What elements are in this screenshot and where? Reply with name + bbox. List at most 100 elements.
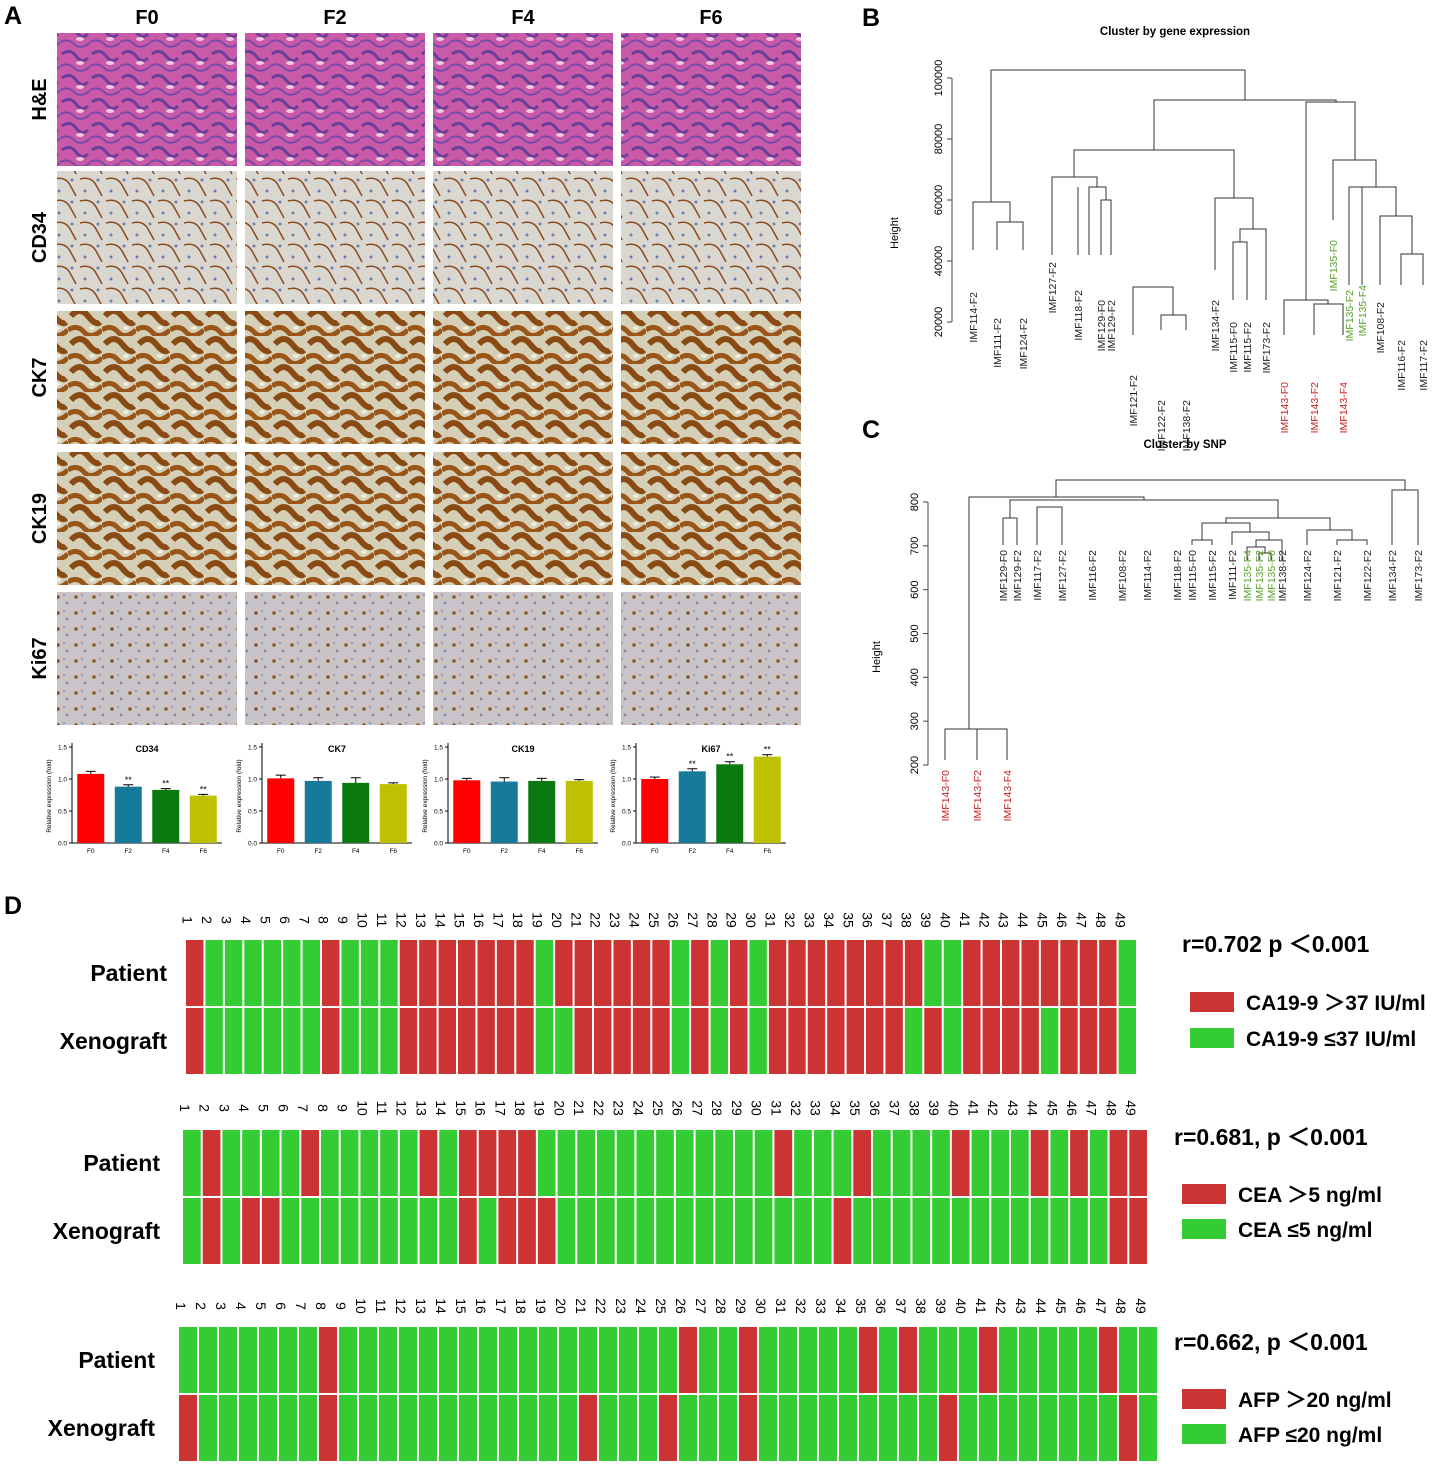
column-number: 1 xyxy=(173,1302,189,1310)
bar-F6 xyxy=(189,795,217,843)
column-number: 44 xyxy=(1033,1298,1049,1314)
xenograft-cell xyxy=(202,1198,221,1264)
y-tick-label: 800 xyxy=(909,493,921,511)
xenograft-cell xyxy=(199,1395,217,1461)
column-number: 45 xyxy=(1035,912,1051,928)
xenograft-cell xyxy=(1070,1198,1088,1264)
patient-cell xyxy=(1021,940,1039,1006)
xenograft-cell xyxy=(794,1198,812,1264)
column-number: 28 xyxy=(713,1298,729,1314)
patient-cell xyxy=(1059,1327,1077,1393)
patient-cell xyxy=(999,1327,1017,1393)
dendrogram-branch xyxy=(944,728,978,760)
patient-cell xyxy=(759,1327,777,1393)
y-tick-label: 600 xyxy=(909,580,921,598)
xenograft-cell xyxy=(459,1198,477,1264)
column-number: 23 xyxy=(613,1298,629,1314)
patient-cell xyxy=(768,940,787,1006)
column-number: 47 xyxy=(1093,1298,1109,1314)
y-tick-label: 0.0 xyxy=(58,841,67,848)
patient-cell xyxy=(1079,940,1098,1006)
significance-mark: ** xyxy=(726,752,734,762)
column-number: 37 xyxy=(893,1298,909,1314)
patient-cell xyxy=(477,940,495,1006)
column-number: 17 xyxy=(491,912,507,928)
column-number: 39 xyxy=(918,912,934,928)
patient-cell xyxy=(959,1327,977,1393)
column-number: 41 xyxy=(957,912,973,928)
patient-cell xyxy=(613,940,631,1006)
column-number: 44 xyxy=(1015,912,1031,928)
xenograft-cell xyxy=(695,1198,714,1264)
patient-cell xyxy=(991,1130,1009,1196)
xenograft-cell xyxy=(730,1008,748,1074)
panel-letter-b: B xyxy=(862,4,880,32)
xenograft-cell xyxy=(1079,1008,1098,1074)
column-number: 4 xyxy=(236,1104,252,1112)
x-tick-label: F6 xyxy=(389,848,397,855)
patient-cell xyxy=(359,1327,377,1393)
column-number: 21 xyxy=(568,912,584,928)
xenograft-cell xyxy=(991,1198,1009,1264)
xenograft-cell xyxy=(779,1395,797,1461)
xenograft-cell xyxy=(519,1395,537,1461)
y-tick-label: 1.5 xyxy=(434,745,443,752)
patient-cell xyxy=(559,1327,577,1393)
patient-cell xyxy=(380,1130,398,1196)
bar-F0 xyxy=(267,778,295,843)
xenograft-cell xyxy=(924,1008,942,1074)
xenograft-cell xyxy=(819,1395,837,1461)
micrograph-Ki67-F6 xyxy=(621,592,801,725)
xenograft-cell xyxy=(301,1198,319,1264)
patient-cell xyxy=(899,1327,917,1393)
patient-cell xyxy=(695,1130,714,1196)
dendrogram-branch xyxy=(1356,186,1397,216)
row-label-xenograft: Xenograft xyxy=(60,1028,168,1054)
bar-chart-ylabel: Relative expression (fold) xyxy=(236,759,243,832)
leaf-label: IMF124-F2 xyxy=(1018,318,1030,370)
xenograft-cell xyxy=(919,1395,937,1461)
xenograft-cell xyxy=(321,1198,339,1264)
patient-cell xyxy=(360,940,379,1006)
dendrogram-title: Cluster by gene expression xyxy=(1100,26,1250,38)
xenograft-cell xyxy=(691,1008,709,1074)
xenograft-cell xyxy=(799,1395,817,1461)
xenograft-cell xyxy=(379,1395,397,1461)
patient-cell xyxy=(932,1130,950,1196)
xenograft-cell xyxy=(535,1008,554,1074)
column-number: 48 xyxy=(1113,1298,1129,1314)
patient-cell xyxy=(244,940,262,1006)
xenograft-cell xyxy=(419,1008,437,1074)
patient-cell xyxy=(496,940,515,1006)
xenograft-cell xyxy=(652,1008,670,1074)
bar-F4 xyxy=(152,789,180,843)
column-number: 1 xyxy=(177,1104,193,1112)
patient-cell xyxy=(281,1130,300,1196)
patient-cell xyxy=(833,1130,852,1196)
micrograph-CD34-F2 xyxy=(245,171,425,304)
leaf-label: IMF117-F2 xyxy=(1418,340,1430,391)
patient-cell xyxy=(799,1327,817,1393)
xenograft-cell xyxy=(319,1395,337,1461)
column-number: 13 xyxy=(413,912,429,928)
patient-cell xyxy=(219,1327,237,1393)
column-number: 26 xyxy=(673,1298,689,1314)
leaf-label: IMF121-F2 xyxy=(1128,375,1140,427)
leaf-label: IMF143-F4 xyxy=(1338,382,1350,434)
xenograft-cell xyxy=(478,1198,497,1264)
leaf-label: IMF129-F0 xyxy=(1096,300,1108,352)
xenograft-cell xyxy=(577,1198,595,1264)
column-number: 22 xyxy=(593,1298,609,1314)
patient-cell xyxy=(516,940,534,1006)
y-tick-label: 1.5 xyxy=(58,745,67,752)
panel-letter-d: D xyxy=(4,892,22,920)
patient-cell xyxy=(242,1130,260,1196)
column-number: 38 xyxy=(913,1298,929,1314)
column-number: 11 xyxy=(374,913,390,928)
xenograft-cell xyxy=(299,1395,317,1461)
column-number: 3 xyxy=(213,1302,229,1310)
leaf-label: IMF115-F0 xyxy=(1228,322,1240,373)
leaf-label: IMF116-F2 xyxy=(1087,550,1099,601)
panel-letter-a: A xyxy=(4,2,22,30)
column-number: 34 xyxy=(821,912,837,928)
